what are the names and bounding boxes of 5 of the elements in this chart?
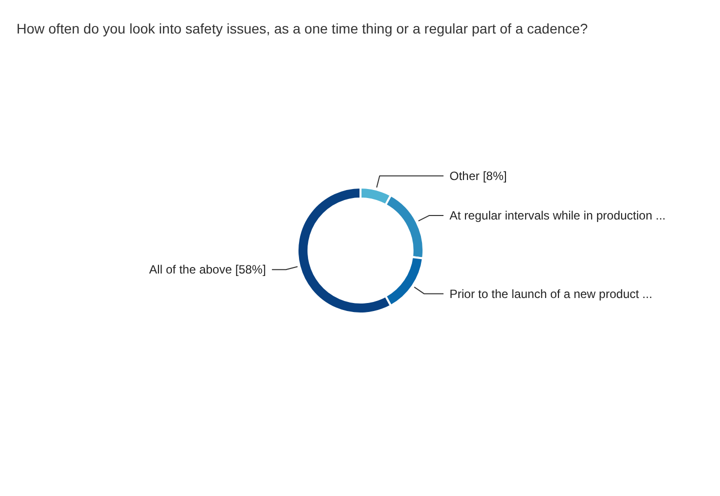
slice-label: Other [8%] [450, 168, 507, 183]
slice-label: All of the above [58%] [149, 262, 266, 277]
slice-label: Prior to the launch of a new product ... [450, 286, 652, 301]
chart-title: How often do you look into safety issues, as a one time thing or a regular part of a cadence? [16, 20, 588, 36]
slice-label: At regular intervals while in production ... [450, 208, 666, 223]
